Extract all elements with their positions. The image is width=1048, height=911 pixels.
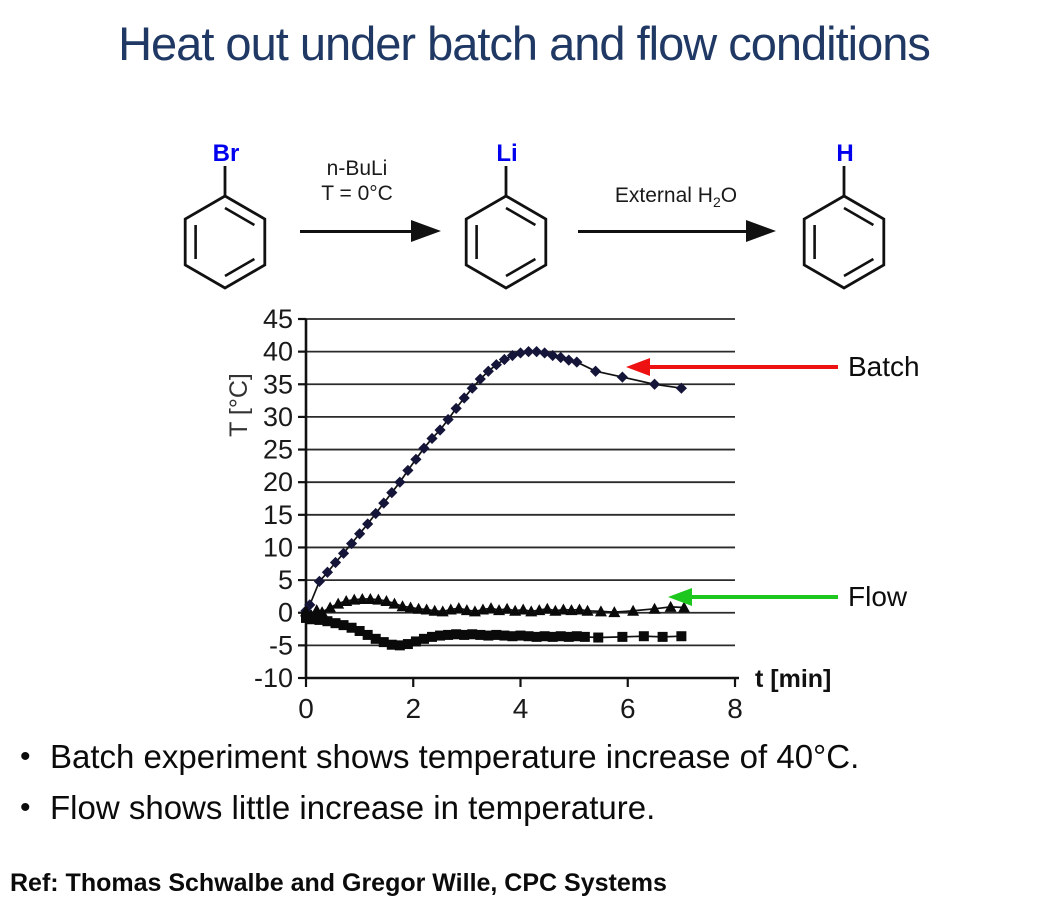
svg-text:2: 2 xyxy=(405,693,421,724)
benzene-ring-icon xyxy=(183,166,267,290)
svg-text:20: 20 xyxy=(263,467,293,497)
batch-series xyxy=(300,346,687,617)
reaction-arrow-2-head xyxy=(746,220,776,242)
svg-text:30: 30 xyxy=(263,402,293,432)
bromine-label: Br xyxy=(212,140,240,167)
flow-series xyxy=(300,593,691,621)
reagent-temperature: T = 0°C xyxy=(321,182,393,205)
bullet-text: Batch experiment shows temperature incre… xyxy=(50,738,860,775)
lithium-label: Li xyxy=(496,140,518,167)
phenyllithium-structure: Li xyxy=(461,140,551,292)
hydrogen-label: H xyxy=(836,140,854,167)
reaction-arrow-1 xyxy=(300,230,413,233)
svg-text:35: 35 xyxy=(263,369,293,399)
reagent-water: External H2O xyxy=(614,184,738,211)
reagent-nbuli: n-BuLi xyxy=(326,157,388,180)
reaction-arrow-2 xyxy=(578,230,748,233)
batch-arrow-icon xyxy=(626,358,650,376)
svg-text:5: 5 xyxy=(278,565,293,595)
flow-arrow-line xyxy=(688,595,838,599)
bullet-text: Flow shows little increase in temperatur… xyxy=(50,789,656,826)
benzene-ring-icon xyxy=(464,166,548,290)
svg-text:0: 0 xyxy=(298,693,314,724)
bullet-list: • Batch experiment shows temperature inc… xyxy=(20,731,1040,833)
reaction-arrow-1-head xyxy=(411,220,441,242)
batch-label: Batch xyxy=(848,351,920,382)
slide-title: Heat out under batch and flow conditions xyxy=(118,17,931,70)
svg-text:4: 4 xyxy=(513,693,529,724)
benzene-structure: H xyxy=(799,140,889,292)
svg-text:40: 40 xyxy=(263,337,293,367)
flow-label: Flow xyxy=(848,581,908,612)
svg-text:25: 25 xyxy=(263,435,293,465)
svg-text:8: 8 xyxy=(727,693,743,724)
x-axis-label: t [min] xyxy=(755,665,831,693)
bullet-item-batch: • Batch experiment shows temperature inc… xyxy=(20,731,1040,782)
bullet-dot: • xyxy=(20,740,31,773)
svg-text:-5: -5 xyxy=(269,630,293,660)
bullet-item-flow: • Flow shows little increase in temperat… xyxy=(20,782,1040,833)
benzene-ring-icon xyxy=(802,166,886,290)
y-axis-label: T [°C] xyxy=(225,373,253,437)
svg-text:10: 10 xyxy=(263,532,293,562)
svg-text:15: 15 xyxy=(263,500,293,530)
flow-arrow-icon xyxy=(668,588,692,606)
square-series xyxy=(301,612,687,651)
bullet-dot: • xyxy=(20,791,31,824)
svg-text:0: 0 xyxy=(278,598,293,628)
bromobenzene-structure: Br xyxy=(180,140,270,292)
svg-text:6: 6 xyxy=(620,693,636,724)
batch-arrow-line xyxy=(646,365,838,369)
reference-text: Ref: Thomas Schwalbe and Gregor Wille, C… xyxy=(10,869,667,897)
svg-text:-10: -10 xyxy=(254,663,293,693)
svg-text:45: 45 xyxy=(263,304,293,334)
